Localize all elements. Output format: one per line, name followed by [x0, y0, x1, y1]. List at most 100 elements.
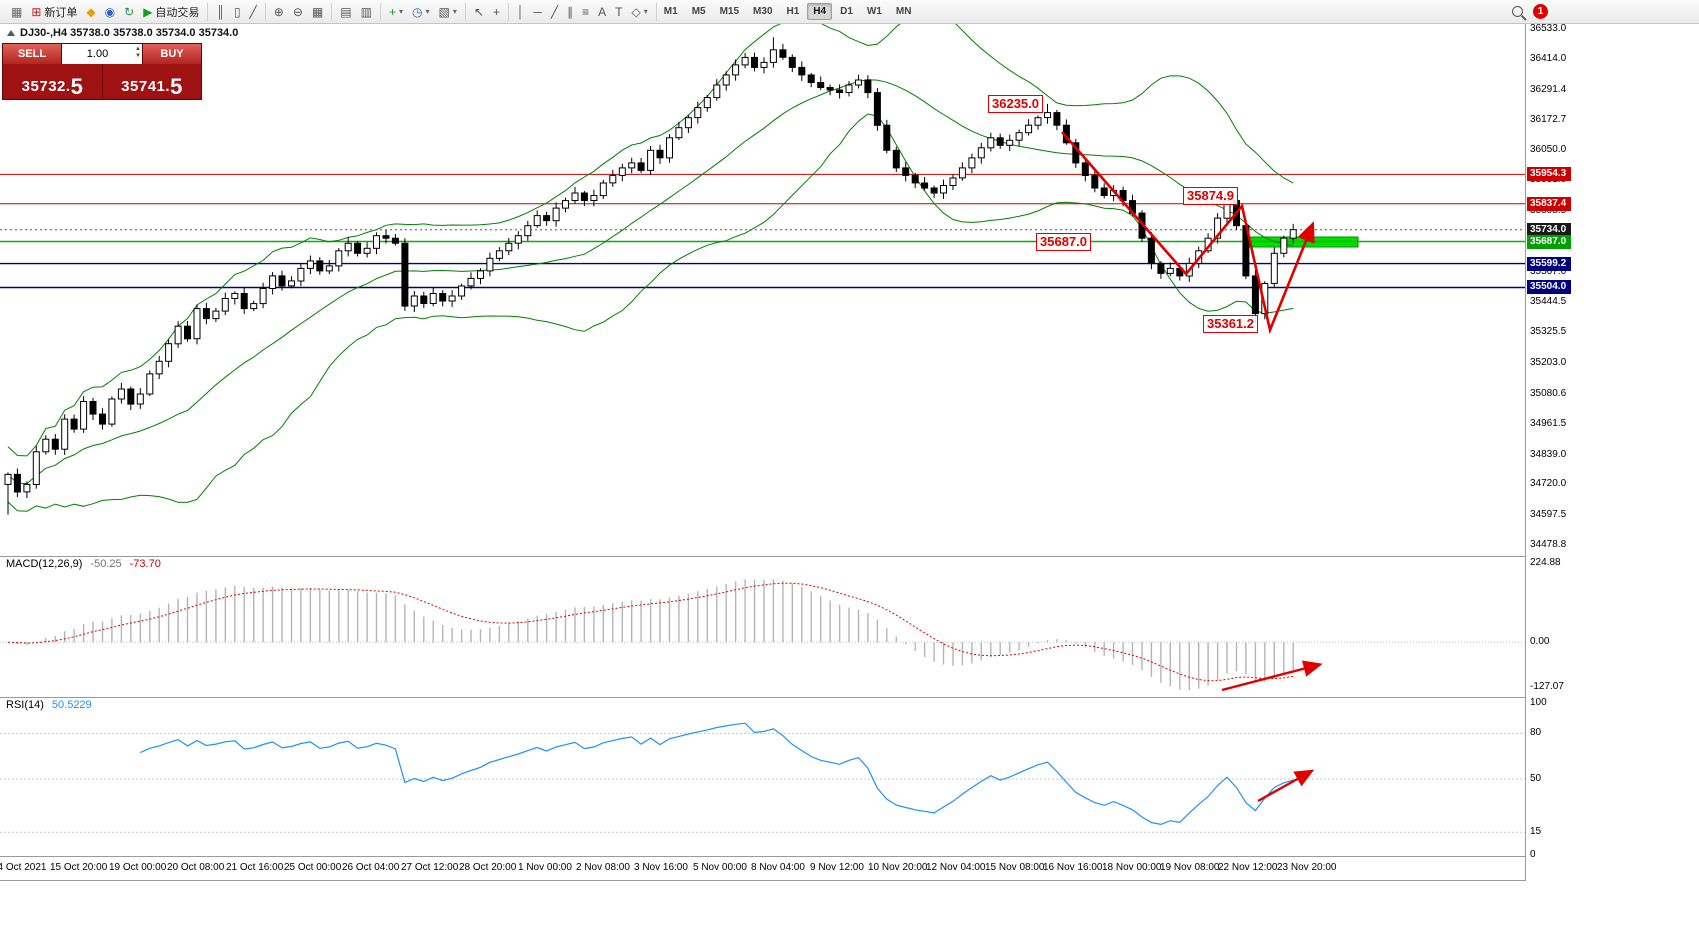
chart-shift-icon: ▥	[360, 4, 372, 19]
price-tag-35954.3: 35954.3	[1527, 167, 1572, 181]
zoom-out-icon: ⊖	[292, 4, 303, 19]
chart-shift-button[interactable]: ▥	[357, 1, 376, 22]
price-trend-projection-arrow[interactable]	[1061, 131, 1315, 335]
price-axis[interactable]: 36533.036414.036291.436172.736050.035931…	[1526, 0, 1699, 942]
time-label: 8 Nov 04:00	[751, 862, 805, 873]
macd-name: MACD(12,26,9)	[6, 558, 83, 570]
rsi-trend-arrow[interactable]	[1257, 769, 1315, 803]
bollinger-upper	[7, 12, 1294, 457]
label-tool-button[interactable]: T	[611, 1, 626, 22]
rsi-axis-label: 50	[1530, 773, 1542, 784]
profile-button[interactable]: ◉	[101, 1, 119, 22]
sell-price[interactable]: 35732. 5	[3, 64, 103, 99]
search-icon[interactable]	[1512, 6, 1523, 17]
fibonacci-tool-button[interactable]: ≡	[578, 1, 593, 22]
new-order-label: 新订单	[44, 6, 78, 19]
panel-separator[interactable]	[0, 697, 1699, 698]
chevron-down-icon: ▾	[643, 7, 648, 16]
candlesticks	[4, 37, 1297, 515]
volume-input[interactable]	[62, 47, 142, 61]
line-chart-button[interactable]: ╱	[246, 1, 261, 22]
stepper-down-icon[interactable]: ▼	[135, 53, 141, 59]
panel-separator[interactable]	[0, 880, 1699, 881]
bar-chart-button[interactable]: ║	[212, 1, 229, 22]
price-label: 35080.6	[1530, 388, 1567, 399]
new-order-icon: ⊞	[31, 4, 42, 19]
stepper-up-icon[interactable]: ▲	[135, 46, 141, 52]
auto-arrange-button[interactable]: ▤	[336, 1, 355, 22]
crosshair-button[interactable]: +	[489, 1, 504, 22]
bollinger-middle	[7, 79, 1294, 485]
period-selector-icon: ◷	[411, 4, 423, 19]
sell-button[interactable]: SELL	[3, 44, 61, 64]
vertical-line-tool-icon: │	[516, 4, 525, 19]
price-label: 36291.4	[1530, 84, 1567, 95]
autotrading-button[interactable]: ▶ 自动交易	[139, 1, 203, 22]
price-label: 34597.5	[1530, 509, 1567, 520]
chart-canvas[interactable]	[0, 0, 1525, 900]
time-label: 2 Nov 08:00	[576, 862, 630, 873]
toolbar-groups: ▦ ⊞ 新订单 ◆ ◉ ↻ ▶ 自动交易 ║ ▯ ╱ ⊕ ⊖ ▦ ▤ ▥ + ▾ ◷ ▾ ▧ ▾ ↖ + │ ─ ╱ ∥ ≡ A T ◇ ▾	[3, 0, 657, 23]
zoom-out-button[interactable]: ⊖	[289, 1, 307, 22]
add-indicator-button[interactable]: + ▾	[385, 1, 407, 22]
zoom-in-button[interactable]: ⊕	[270, 1, 288, 22]
volume-stepper[interactable]: ▲ ▼	[135, 46, 141, 60]
timeframe-w1[interactable]: W1	[866, 6, 882, 17]
macd-trend-arrow[interactable]	[1221, 660, 1323, 692]
time-label: 19 Nov 08:00	[1160, 862, 1220, 873]
buy-button[interactable]: BUY	[143, 44, 201, 64]
rsi-line	[140, 722, 1294, 826]
timeframe-h1[interactable]: H1	[786, 6, 800, 17]
timeframe-m15[interactable]: M15	[719, 6, 740, 17]
period-selector-button[interactable]: ◷ ▾	[408, 1, 434, 22]
time-label: 19 Oct 00:00	[109, 862, 167, 873]
time-label: 15 Oct 20:00	[50, 862, 108, 873]
trendline-tool-button[interactable]: ╱	[547, 1, 562, 22]
price-annotation[interactable]: 35687.0	[1036, 233, 1091, 251]
shapes-tool-button[interactable]: ◇ ▾	[628, 1, 652, 22]
rsi-value: 50.5229	[51, 699, 92, 711]
crosshair-icon: +	[492, 4, 500, 19]
horizontal-line-tool-button[interactable]: ─	[529, 1, 546, 22]
time-label: 9 Nov 12:00	[810, 862, 864, 873]
new-order-button[interactable]: ⊞ 新订单	[27, 1, 81, 22]
vertical-line-tool-button[interactable]: │	[513, 1, 529, 22]
tile-windows-button[interactable]: ▦	[308, 1, 327, 22]
price-annotation[interactable]: 36235.0	[988, 95, 1043, 113]
panel-separator[interactable]	[0, 856, 1699, 857]
text-tool-button[interactable]: A	[594, 1, 610, 22]
channel-tool-button[interactable]: ∥	[563, 1, 577, 22]
toolbar: ▦ ⊞ 新订单 ◆ ◉ ↻ ▶ 自动交易 ║ ▯ ╱ ⊕ ⊖ ▦ ▤ ▥ + ▾ ◷ ▾ ▧ ▾ ↖ + │ ─ ╱ ∥ ≡ A T ◇ ▾ M…	[0, 0, 1699, 24]
timeframe-m30[interactable]: M30	[753, 6, 773, 17]
trendline-tool-icon: ╱	[550, 4, 559, 19]
buy-price[interactable]: 35741. 5	[102, 64, 201, 99]
refresh-button[interactable]: ↻	[120, 1, 138, 22]
price-label: 34478.8	[1530, 539, 1567, 550]
timeframe-mn[interactable]: MN	[895, 6, 912, 17]
price-label: 36172.7	[1530, 114, 1567, 125]
timeframe-m5[interactable]: M5	[691, 6, 706, 17]
bollinger-lower	[7, 113, 1294, 512]
time-label: 28 Oct 20:00	[459, 862, 517, 873]
line-chart-icon: ╱	[249, 4, 257, 19]
price-annotation[interactable]: 35361.2	[1203, 315, 1258, 333]
timeframe-m1[interactable]: M1	[663, 6, 678, 17]
new-chart-icon: ▦	[11, 4, 23, 19]
rsi-label: RSI(14) 50.5229	[6, 699, 92, 711]
chevron-down-icon: ▾	[452, 7, 457, 16]
templates-button[interactable]: ▧ ▾	[434, 1, 460, 22]
price-label: 34961.5	[1530, 418, 1567, 429]
one-click-toggle-icon[interactable]	[7, 30, 15, 36]
cursor-button[interactable]: ↖	[470, 1, 488, 22]
macd-label: MACD(12,26,9) -50.25 -73.70	[6, 558, 161, 570]
notification-badge[interactable]: 1	[1533, 4, 1548, 19]
timeframe-h4[interactable]: H4	[807, 3, 833, 20]
timeframe-d1[interactable]: D1	[840, 6, 853, 17]
candlestick-chart-button[interactable]: ▯	[230, 1, 245, 22]
market-watch-button[interactable]: ◆	[82, 1, 99, 22]
new-chart-button[interactable]: ▦	[7, 1, 26, 22]
price-annotation[interactable]: 35874.9	[1183, 187, 1238, 205]
time-label: 16 Nov 16:00	[1043, 862, 1103, 873]
panel-separator[interactable]	[0, 556, 1699, 557]
